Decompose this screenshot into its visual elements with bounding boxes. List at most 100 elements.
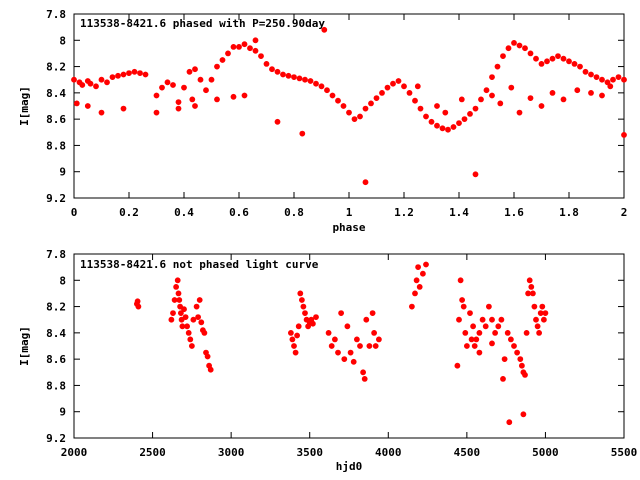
data-point [527,95,534,101]
x-tick-label: 5500 [611,446,638,459]
data-point [302,76,308,83]
data-point [519,362,525,369]
data-point [350,358,357,365]
data-point [360,369,366,376]
data-point [341,356,348,362]
data-point [373,95,380,101]
data-point [298,297,305,303]
data-point [522,371,528,378]
data-point [483,87,490,94]
data-point [309,320,316,327]
data-point [485,303,492,310]
data-point [470,323,476,330]
x-tick-label: 1.6 [504,206,524,219]
data-point [501,356,508,362]
data-point [189,96,196,103]
data-point [428,118,435,125]
data-point [182,314,189,320]
x-tick-label: 4500 [454,446,481,459]
data-point [607,83,614,90]
data-point [525,290,531,297]
data-point [434,122,440,129]
data-point [193,303,200,310]
data-point [120,105,127,112]
data-point [201,329,208,336]
data-point [236,44,242,50]
data-point [331,336,338,343]
chart-title: 113538-8421.6 not phased light curve [80,258,319,271]
data-point [395,78,402,84]
data-point [159,84,165,91]
data-point [178,316,185,323]
data-point [500,375,506,382]
x-tick-label: 1.2 [394,206,414,219]
data-point [530,290,536,297]
data-point [458,96,465,103]
data-point [522,45,528,52]
data-point [362,179,369,186]
data-point [476,329,483,336]
data-point [291,74,297,80]
data-point [539,303,546,310]
data-point [168,316,175,323]
data-point [536,329,542,336]
y-axis-title: I[mag] [18,326,31,366]
data-point [434,103,440,109]
data-point [379,90,385,96]
data-point [416,283,423,290]
data-point [252,47,259,54]
data-point [366,343,373,349]
data-point [357,343,363,349]
data-point [408,303,415,310]
x-tick-label: 0.8 [284,206,304,219]
data-point [187,336,194,343]
x-tick-label: 3500 [296,446,323,459]
x-tick-label: 1.8 [559,206,579,219]
data-point [489,340,495,347]
data-point [414,83,421,90]
x-tick-label: 2000 [61,446,88,459]
data-point [508,84,515,91]
data-point [544,58,550,65]
data-point [456,120,462,126]
x-tick-label: 2 [621,206,628,219]
data-point [175,99,182,105]
chart-panel-2: 2000 2500 3000 3500 4000 4500 5000 5500 7.8 8 8.2 8… [18,248,637,473]
x-tick-label: 2500 [139,446,166,459]
data-point [538,61,545,67]
data-point [505,45,512,52]
data-point [126,70,132,76]
data-point [170,310,176,316]
x-axis-title: hjd0 [336,460,363,473]
y-tick-label: 8 [59,34,66,47]
data-point [582,68,589,75]
x-tick-label: 0.6 [229,206,249,219]
y-tick-label: 8.2 [46,301,66,314]
data-point [478,96,484,103]
data-point [196,297,203,303]
data-point [461,116,468,122]
data-point [192,103,198,109]
data-point [318,83,325,90]
data-point [208,76,215,83]
data-point [621,76,627,83]
data-point [577,63,583,70]
data-point [225,50,231,57]
data-point [560,55,567,62]
data-point [294,332,300,339]
data-point [439,125,446,132]
data-point [289,336,296,343]
data-point [419,270,426,277]
data-point [197,76,204,83]
x-tick-label: 0.2 [119,206,139,219]
data-point [467,111,473,117]
data-points [133,261,549,426]
data-point [297,290,304,297]
y-tick-label: 7.8 [46,8,66,21]
data-point [353,336,360,343]
data-point [560,96,567,103]
data-point [517,356,524,362]
y-tick-label: 8.8 [46,139,66,152]
data-point [346,109,352,116]
data-point [520,411,527,418]
